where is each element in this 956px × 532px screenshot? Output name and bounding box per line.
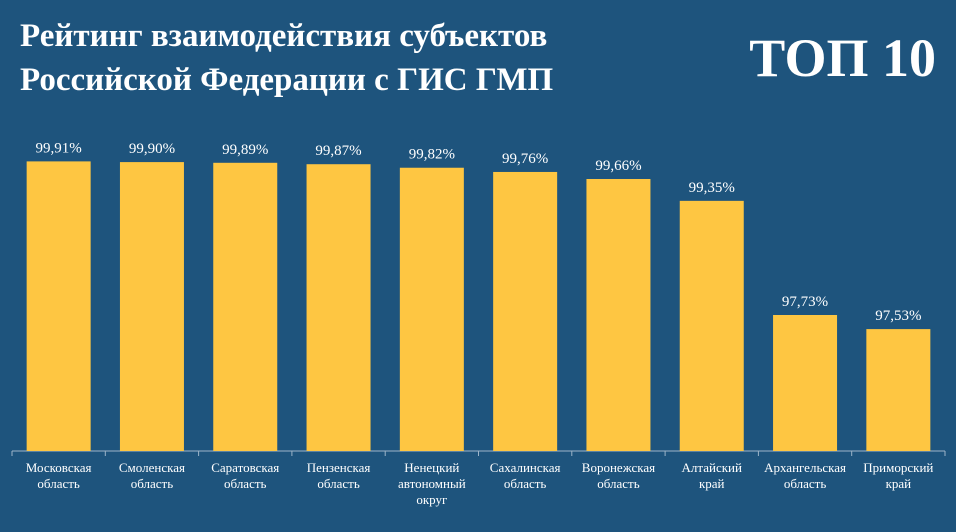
category-label-line: Саратовская <box>211 460 279 475</box>
category-label-line: округ <box>416 492 447 507</box>
bar <box>773 315 838 451</box>
category-label-line: автономный <box>398 476 466 491</box>
category-label: Алтайский край <box>682 460 742 491</box>
category-label-line: Смоленская <box>119 460 185 475</box>
top10-badge: ТОП 10 <box>749 28 936 88</box>
bar <box>586 179 651 452</box>
data-label: 99,87% <box>315 143 361 159</box>
category-label-line: область <box>37 476 79 491</box>
bar <box>119 162 184 451</box>
category-label-line: Московская <box>26 460 92 475</box>
category-label-line: область <box>131 476 173 491</box>
data-label: 97,73% <box>782 294 828 310</box>
bar <box>493 171 558 452</box>
data-label: 99,89% <box>222 142 268 158</box>
data-label: 99,35% <box>689 180 735 196</box>
category-label: Приморский край <box>863 460 933 491</box>
data-label: 99,76% <box>502 151 548 167</box>
category-label: Саратовская область <box>211 460 279 491</box>
category-label: Сахалинская область <box>490 460 561 491</box>
title-line-2: Российской Федерации с ГИС ГМП <box>20 62 554 98</box>
category-label-line: область <box>504 476 546 491</box>
data-label: 99,82% <box>409 147 455 163</box>
category-label: Ненецкий автономный округ <box>398 460 466 507</box>
bar <box>399 167 464 452</box>
category-label-line: край <box>699 476 725 491</box>
bar <box>679 200 744 451</box>
chart-title: Рейтинг взаимодействия субъектов Российс… <box>20 14 553 102</box>
category-label-line: Воронежская <box>582 460 655 475</box>
category-label: Смоленская область <box>119 460 185 491</box>
data-label: 97,53% <box>875 308 921 324</box>
title-line-1: Рейтинг взаимодействия субъектов <box>20 18 548 54</box>
category-label-line: область <box>597 476 639 491</box>
category-label-line: область <box>317 476 359 491</box>
bar <box>26 161 91 451</box>
category-label-line: Пензенская <box>307 460 371 475</box>
category-label-line: Сахалинская <box>490 460 561 475</box>
bar <box>866 329 931 451</box>
category-label-line: край <box>886 476 912 491</box>
category-label: Пензенская область <box>307 460 371 491</box>
category-label-line: область <box>784 476 826 491</box>
category-label: Московская область <box>26 460 92 491</box>
category-label-line: область <box>224 476 266 491</box>
category-label-line: Алтайский <box>682 460 742 475</box>
category-label: Воронежская область <box>582 460 655 491</box>
category-label-line: Архангельская <box>764 460 846 475</box>
data-label: 99,90% <box>129 141 175 157</box>
data-label: 99,66% <box>595 158 641 174</box>
data-label: 99,91% <box>36 140 82 156</box>
bar <box>213 162 278 451</box>
bar <box>306 164 371 451</box>
category-label-line: Ненецкий <box>404 460 459 475</box>
category-label: Архангельская область <box>764 460 846 491</box>
category-label-line: Приморский <box>863 460 933 475</box>
